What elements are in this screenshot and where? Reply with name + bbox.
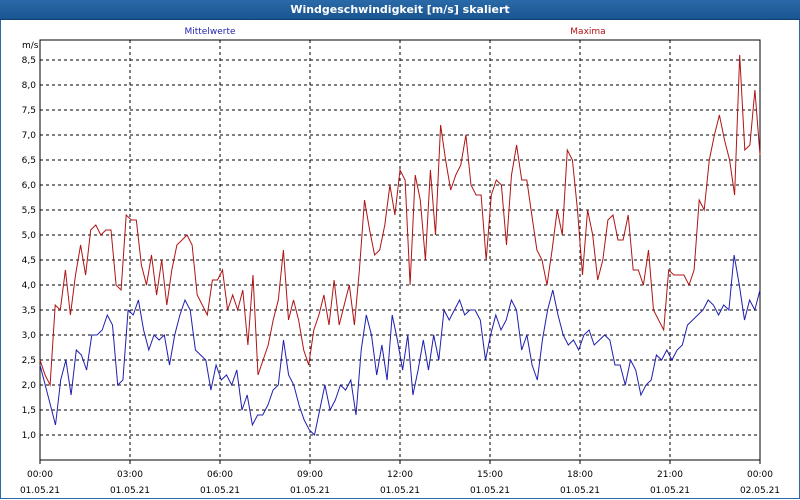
y-tick-label: 8,5 — [22, 56, 36, 66]
x-tick-date: 01.05.21 — [380, 486, 420, 496]
chart-title: Windgeschwindigkeit [m/s] skaliert — [0, 0, 800, 20]
y-tick-label: 2,5 — [22, 356, 36, 366]
y-tick-label: 7,0 — [22, 131, 37, 141]
y-tick-label: 4,0 — [22, 281, 37, 291]
y-tick-label: 6,0 — [22, 181, 37, 191]
x-tick-time: 12:00 — [387, 470, 413, 480]
y-tick-label: 1,5 — [22, 406, 36, 416]
y-tick-labels: 1,0 1,5 2,0 2,5 3,0 3,5 4,0 4,5 5,0 5,5 6,0 6,5 7,0 7… — [22, 56, 37, 441]
y-tick-label: 5,0 — [22, 231, 37, 241]
x-tick-date: 01.05.21 — [20, 486, 60, 496]
x-tick-date: 01.05.21 — [200, 486, 240, 496]
x-tick-date: 01.05.21 — [290, 486, 330, 496]
y-tick-label: 5,5 — [22, 206, 36, 216]
x-tick-time: 03:00 — [117, 470, 143, 480]
x-tick-time: 09:00 — [297, 470, 323, 480]
y-tick-label: 3,0 — [22, 331, 37, 341]
y-tick-label: 7,5 — [22, 106, 36, 116]
legend-mittelwerte: Mittelwerte — [184, 27, 235, 37]
x-tick-time: 06:00 — [207, 470, 233, 480]
x-tick-date: 02.05.21 — [740, 486, 780, 496]
x-tick-labels: 00:00 01.05.21 03:00 01.05.21 06:00 01.05.21 0… — [20, 460, 780, 496]
vertical-gridlines — [129, 40, 671, 460]
y-tick-label: 1,0 — [22, 431, 37, 441]
series-line-mittelwerte — [39, 254, 761, 436]
x-tick-date: 01.05.21 — [560, 486, 600, 496]
y-tick-label: 4,5 — [22, 256, 36, 266]
x-tick-date: 01.05.21 — [110, 486, 150, 496]
y-tick-label: 3,5 — [22, 306, 36, 316]
x-tick-time: 00:00 — [747, 470, 773, 480]
y-tick-label: 8,0 — [22, 81, 37, 91]
x-tick-time: 15:00 — [477, 470, 503, 480]
y-tick-label: 6,5 — [22, 156, 36, 166]
y-axis-label: m/s — [22, 41, 39, 51]
x-tick-date: 01.05.21 — [470, 486, 510, 496]
legend-maxima: Maxima — [570, 27, 605, 37]
series-line-maxima — [39, 54, 761, 387]
y-tick-label: 2,0 — [22, 381, 37, 391]
horizontal-gridlines — [40, 59, 760, 436]
x-tick-time: 18:00 — [567, 470, 593, 480]
x-tick-date: 01.05.21 — [650, 486, 690, 496]
x-tick-time: 00:00 — [27, 470, 53, 480]
x-tick-time: 21:00 — [657, 470, 683, 480]
